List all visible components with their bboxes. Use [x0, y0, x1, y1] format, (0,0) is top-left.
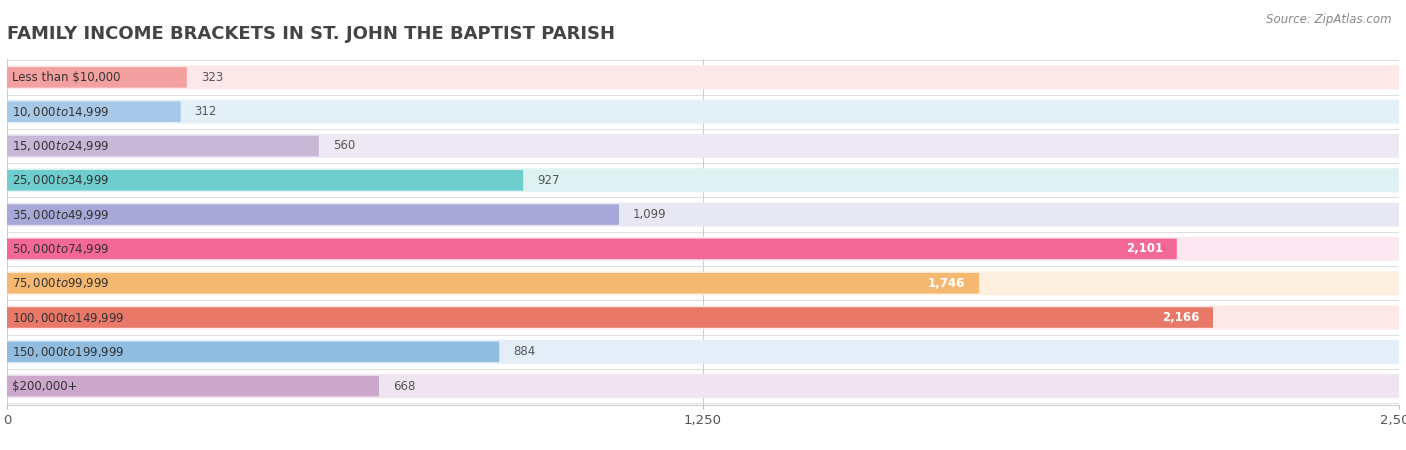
FancyBboxPatch shape [7, 202, 1399, 227]
Text: $15,000 to $24,999: $15,000 to $24,999 [11, 139, 110, 153]
FancyBboxPatch shape [7, 342, 499, 362]
Text: $50,000 to $74,999: $50,000 to $74,999 [11, 242, 110, 256]
FancyBboxPatch shape [7, 307, 1213, 328]
FancyBboxPatch shape [7, 65, 1399, 90]
Text: FAMILY INCOME BRACKETS IN ST. JOHN THE BAPTIST PARISH: FAMILY INCOME BRACKETS IN ST. JOHN THE B… [7, 25, 614, 43]
Text: $100,000 to $149,999: $100,000 to $149,999 [11, 310, 124, 324]
FancyBboxPatch shape [7, 134, 1399, 158]
Text: Source: ZipAtlas.com: Source: ZipAtlas.com [1267, 14, 1392, 27]
FancyBboxPatch shape [4, 338, 1402, 365]
FancyBboxPatch shape [7, 168, 1399, 192]
Text: 312: 312 [194, 105, 217, 118]
FancyBboxPatch shape [4, 373, 1402, 400]
FancyBboxPatch shape [7, 340, 1399, 364]
Text: 884: 884 [513, 345, 536, 358]
FancyBboxPatch shape [4, 98, 1402, 125]
Text: $25,000 to $34,999: $25,000 to $34,999 [11, 173, 110, 187]
FancyBboxPatch shape [4, 167, 1402, 194]
FancyBboxPatch shape [4, 133, 1402, 159]
Text: 323: 323 [201, 71, 224, 84]
FancyBboxPatch shape [4, 235, 1402, 262]
FancyBboxPatch shape [7, 271, 1399, 295]
FancyBboxPatch shape [7, 99, 1399, 124]
FancyBboxPatch shape [4, 64, 1402, 91]
Text: Less than $10,000: Less than $10,000 [11, 71, 121, 84]
FancyBboxPatch shape [7, 238, 1177, 259]
FancyBboxPatch shape [7, 204, 619, 225]
FancyBboxPatch shape [7, 273, 979, 293]
FancyBboxPatch shape [7, 306, 1399, 329]
FancyBboxPatch shape [7, 136, 319, 156]
FancyBboxPatch shape [4, 201, 1402, 228]
Text: 668: 668 [392, 380, 415, 393]
Text: 2,166: 2,166 [1161, 311, 1199, 324]
Text: $10,000 to $14,999: $10,000 to $14,999 [11, 105, 110, 119]
Text: 560: 560 [333, 140, 354, 153]
FancyBboxPatch shape [4, 270, 1402, 297]
Text: $150,000 to $199,999: $150,000 to $199,999 [11, 345, 124, 359]
Text: $200,000+: $200,000+ [11, 380, 77, 393]
FancyBboxPatch shape [7, 101, 181, 122]
Text: 1,099: 1,099 [633, 208, 666, 221]
FancyBboxPatch shape [7, 374, 1399, 398]
Text: $35,000 to $49,999: $35,000 to $49,999 [11, 207, 110, 221]
FancyBboxPatch shape [7, 376, 380, 396]
Text: 2,101: 2,101 [1126, 243, 1163, 256]
FancyBboxPatch shape [7, 170, 523, 191]
Text: 1,746: 1,746 [928, 277, 966, 290]
Text: $75,000 to $99,999: $75,000 to $99,999 [11, 276, 110, 290]
FancyBboxPatch shape [7, 237, 1399, 261]
FancyBboxPatch shape [4, 304, 1402, 331]
Text: 927: 927 [537, 174, 560, 187]
FancyBboxPatch shape [7, 67, 187, 88]
